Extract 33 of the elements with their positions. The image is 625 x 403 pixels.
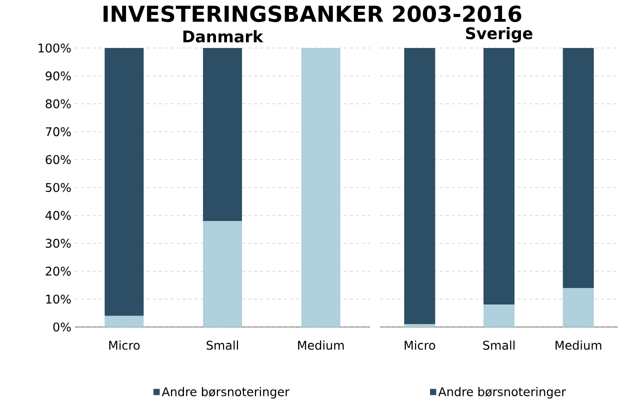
y-tick-label: 50% — [46, 182, 71, 192]
y-tick-label: 20% — [46, 266, 71, 276]
y-tick-label: 70% — [46, 127, 71, 136]
bar — [484, 304, 515, 328]
bar — [301, 48, 340, 328]
bar — [562, 48, 594, 288]
legend-label: Andre børsnoteringer — [438, 386, 566, 399]
y-tick-label: 30% — [46, 238, 71, 248]
bar — [104, 48, 144, 316]
x-tick-label: Micro — [109, 340, 140, 350]
bar — [203, 48, 242, 221]
y-tick-label: 60% — [46, 155, 71, 164]
x-tick-label: Small — [483, 340, 514, 350]
y-tick-label: 10% — [46, 294, 71, 304]
x-tick-label: Medium — [556, 340, 602, 350]
bar — [562, 288, 594, 328]
y-tick-label: 90% — [46, 71, 71, 80]
x-tick-label: Medium — [298, 340, 344, 350]
bar — [484, 48, 515, 305]
chart-title: Sverige — [466, 26, 532, 42]
bar — [104, 316, 144, 328]
y-tick-label: 40% — [45, 210, 71, 220]
y-tick-label: 0% — [53, 322, 71, 332]
y-tick-label: 80% — [46, 99, 71, 108]
x-tick-label: Small — [206, 340, 238, 350]
y-tick-label: 100% — [38, 43, 71, 53]
text: INVESTERINGSBANKER 2003-2016 — [104, 6, 522, 22]
bar — [404, 48, 436, 324]
legend-label: Andre børsnoteringer — [162, 386, 290, 399]
bar — [203, 220, 242, 328]
x-tick-label: Micro — [404, 340, 436, 350]
chart-title: Danmark — [183, 30, 264, 42]
bar — [404, 324, 436, 328]
